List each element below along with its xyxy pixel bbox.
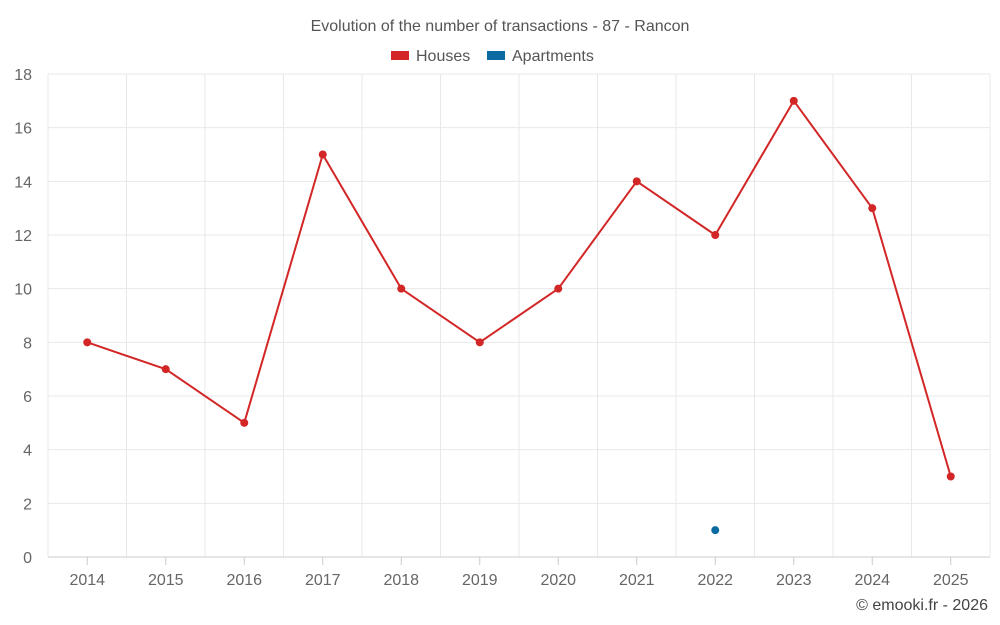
series-line-houses <box>86 99 952 477</box>
y-tick-label: 6 <box>23 389 32 406</box>
y-tick-label: 8 <box>23 335 32 352</box>
y-axis-ticks: 0 2 4 6 8 10 12 14 16 18 <box>14 67 32 567</box>
x-tick-label: 2017 <box>305 572 341 589</box>
x-tick-label: 2020 <box>540 572 576 589</box>
data-point-houses[interactable] <box>475 338 484 347</box>
data-point-houses[interactable] <box>397 284 406 293</box>
data-point-houses[interactable] <box>318 150 327 159</box>
series-houses <box>83 96 955 481</box>
data-point-apartments[interactable] <box>711 526 720 535</box>
y-tick-label: 2 <box>23 496 32 513</box>
legend-swatch-apartments <box>487 51 505 60</box>
data-point-houses[interactable] <box>632 177 641 186</box>
y-tick-label: 0 <box>23 550 32 567</box>
data-point-houses[interactable] <box>161 365 170 374</box>
y-tick-label: 14 <box>14 174 32 191</box>
legend-label-apartments: Apartments <box>512 48 594 65</box>
credit-text: © emooki.fr - 2026 <box>856 597 988 614</box>
legend-item-houses[interactable]: Houses <box>391 48 470 65</box>
y-tick-label: 16 <box>14 121 32 138</box>
x-tick-label: 2018 <box>383 572 419 589</box>
series <box>83 96 955 535</box>
grid <box>47 73 991 558</box>
legend-item-apartments[interactable]: Apartments <box>487 48 594 65</box>
data-point-houses[interactable] <box>868 204 877 213</box>
y-tick-label: 10 <box>14 282 32 299</box>
x-tick-label: 2022 <box>697 572 733 589</box>
x-tick-label: 2024 <box>854 572 890 589</box>
x-tick-label: 2016 <box>226 572 262 589</box>
data-point-houses[interactable] <box>554 284 563 293</box>
legend-label-houses: Houses <box>416 48 470 65</box>
x-tick-label: 2023 <box>776 572 812 589</box>
data-point-houses[interactable] <box>711 231 720 239</box>
x-tick-label: 2014 <box>69 572 105 589</box>
y-tick-label: 18 <box>14 67 32 84</box>
y-tick-label: 12 <box>14 228 32 245</box>
data-point-houses[interactable] <box>240 418 249 427</box>
x-tick-label: 2021 <box>619 572 655 589</box>
legend-swatch-houses <box>391 51 409 60</box>
chart-title: Evolution of the number of transactions … <box>311 18 690 35</box>
data-point-houses[interactable] <box>83 338 92 347</box>
x-axis-ticks: 2014 2015 2016 2017 2018 2019 2020 2021 2022 2023… <box>69 557 969 589</box>
x-tick-label: 2025 <box>933 572 969 589</box>
x-tick-label: 2019 <box>462 572 498 589</box>
series-apartments <box>711 526 720 535</box>
data-point-houses[interactable] <box>946 472 955 481</box>
y-tick-label: 4 <box>23 443 32 460</box>
x-tick-label: 2015 <box>148 572 184 589</box>
legend: Houses Apartments <box>391 48 594 65</box>
data-point-houses[interactable] <box>789 96 798 105</box>
